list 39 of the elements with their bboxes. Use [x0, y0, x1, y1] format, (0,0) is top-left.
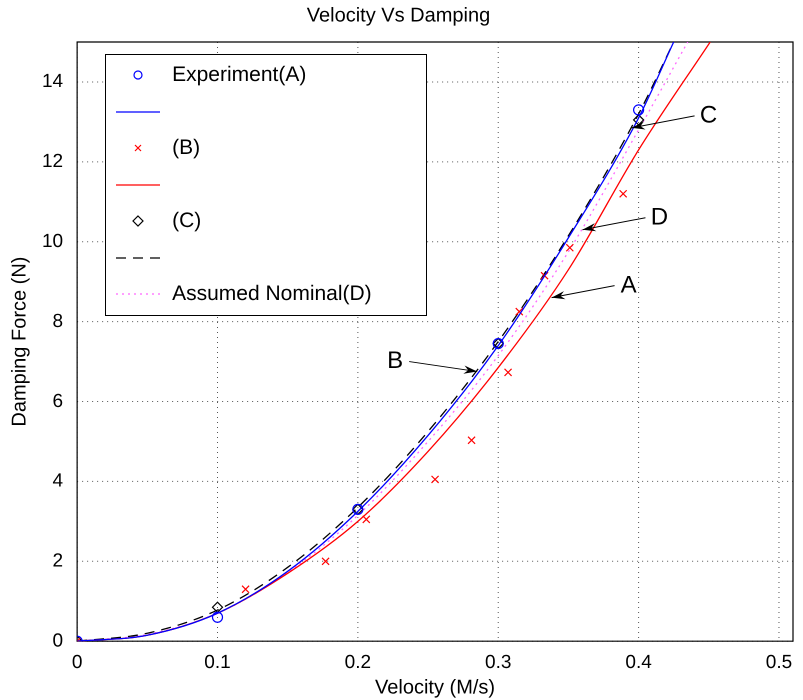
- y-tick-label: 4: [52, 470, 64, 492]
- point: [362, 515, 370, 524]
- point: [212, 612, 224, 623]
- point: [633, 114, 644, 126]
- point: [467, 436, 476, 444]
- x-tick-label: 0.4: [625, 652, 652, 673]
- x-axis-title: Velocity (M/s): [375, 676, 496, 699]
- chart-title: Velocity Vs Damping: [306, 4, 490, 27]
- x-tick-label: 0: [72, 652, 82, 673]
- point: [540, 272, 549, 280]
- legend-label: (B): [172, 136, 200, 160]
- y-tick-label: 0: [52, 630, 64, 652]
- legend-label: Experiment(A): [172, 63, 306, 88]
- annotation: D: [650, 203, 668, 230]
- x-tick-label: 0.1: [204, 652, 231, 673]
- point: [212, 602, 224, 613]
- y-tick-label: 12: [42, 151, 64, 172]
- annotation: C: [700, 102, 718, 129]
- point: [515, 308, 524, 316]
- y-axis-title: Damping Force (N): [8, 256, 31, 427]
- y-tick-label: 8: [52, 310, 64, 332]
- point: [566, 244, 574, 252]
- annotation: B: [387, 347, 404, 374]
- point: [430, 475, 440, 484]
- y-tick-label: 10: [42, 230, 64, 252]
- legend-label: Assumed Nominal(D): [172, 282, 372, 306]
- point: [632, 104, 644, 116]
- annotation: A: [620, 271, 637, 298]
- point: [241, 585, 250, 594]
- point: [504, 368, 512, 376]
- legend-label: (C): [172, 209, 202, 234]
- x-tick-label: 0.2: [344, 652, 372, 673]
- y-tick-label: 2: [52, 550, 64, 572]
- y-tick-label: 14: [42, 71, 64, 92]
- x-tick-label: 0.3: [485, 652, 512, 673]
- y-tick-label: 6: [52, 390, 64, 412]
- point: [619, 190, 628, 198]
- x-tick-label: 0.5: [766, 652, 792, 673]
- point: [321, 557, 330, 566]
